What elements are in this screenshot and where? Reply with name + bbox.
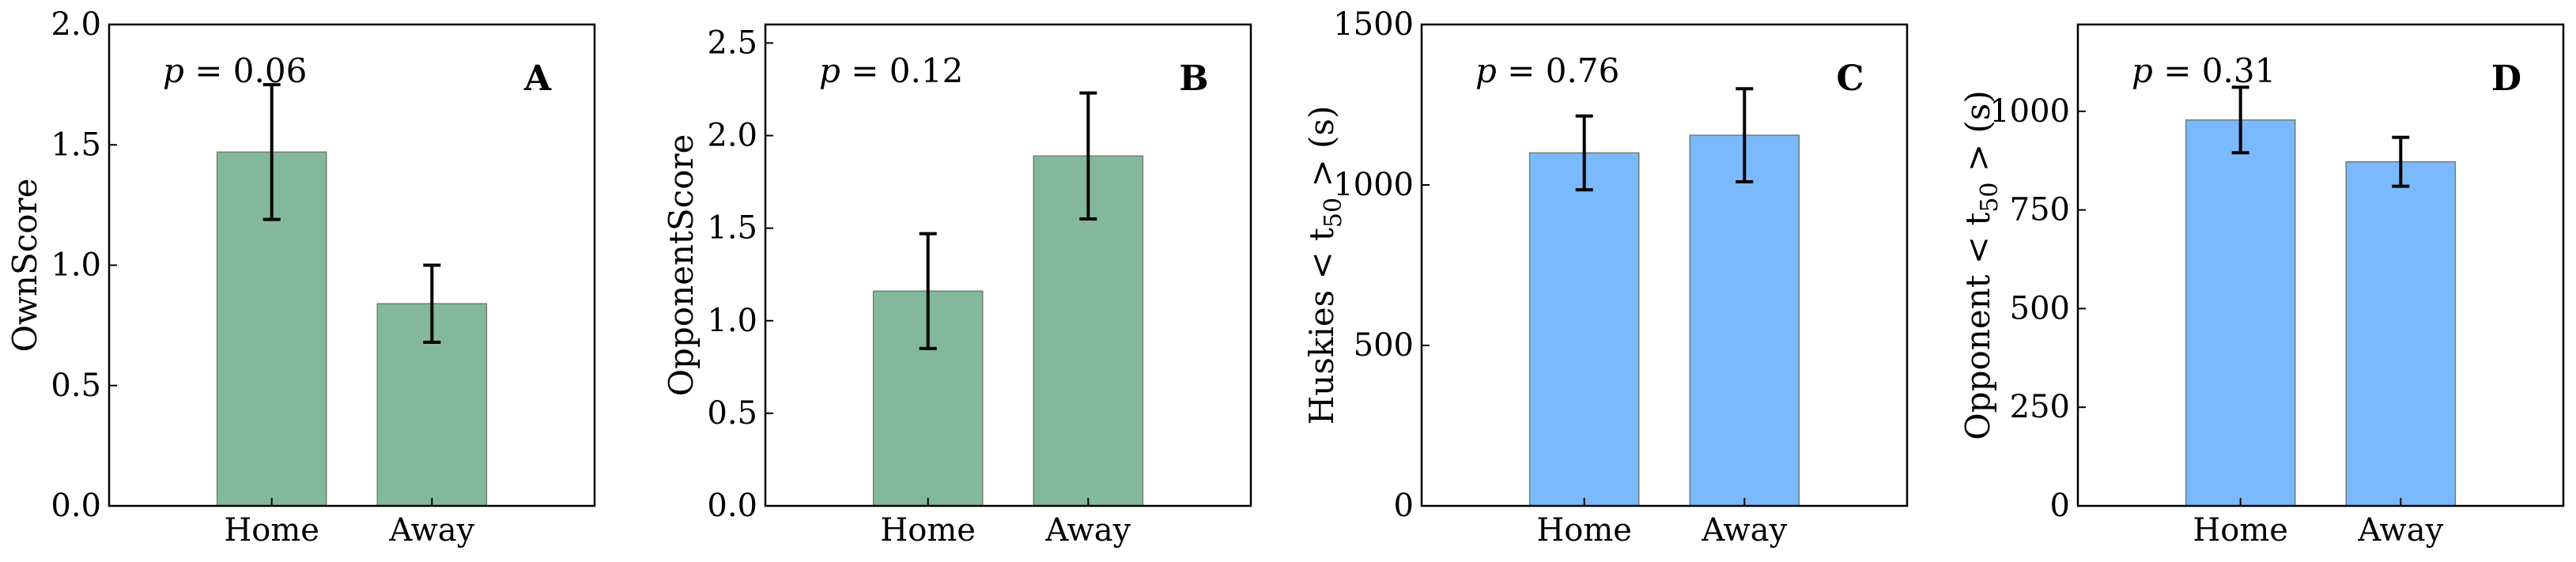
- panel-c: Home Away 0 500 1000 1500 Huskies < t50 > (s) p…: [1302, 6, 1909, 549]
- y-tick-label: 1000: [1989, 93, 2070, 130]
- x-tick-label: Home: [224, 512, 319, 549]
- y-tick-label: 0.5: [51, 368, 101, 404]
- x-tick-label: Home: [1536, 512, 1632, 549]
- y-tick-label: 0.0: [707, 488, 757, 524]
- p-value-label: p = 0.31: [2132, 51, 2276, 90]
- y-tick-label: 1500: [1333, 6, 1414, 43]
- bar-home: [2185, 119, 2296, 507]
- error-bar-home: [1575, 114, 1593, 192]
- y-tick-label: 1.0: [707, 303, 757, 339]
- x-tick-label: Away: [1701, 512, 1787, 549]
- panel-letter: B: [1179, 58, 1208, 99]
- panel-letter: C: [1836, 58, 1864, 99]
- y-tick-label: 0: [2050, 488, 2070, 524]
- axes-frame: [1420, 23, 1909, 507]
- y-tick-label: 250: [2010, 389, 2070, 425]
- p-value-label: p = 0.12: [819, 51, 963, 90]
- y-tick-label: 1.5: [51, 126, 101, 163]
- panel-b: Home Away 0.0 0.5 1.0 1.5 2.0 2.5 OpponentScore p…: [662, 23, 1252, 549]
- y-axis-label: OpponentScore: [662, 134, 701, 397]
- p-value-label: p = 0.06: [163, 51, 307, 90]
- axes-frame: [108, 23, 596, 507]
- x-tick-label: Away: [1044, 512, 1131, 549]
- bar-home: [1528, 152, 1640, 507]
- error-bar-away: [2392, 135, 2410, 188]
- panel-letter: A: [523, 58, 552, 99]
- error-bar-home: [2231, 85, 2249, 155]
- y-tick-label: 1.5: [707, 210, 757, 247]
- p-value-label: p = 0.76: [1475, 51, 1619, 90]
- x-tick-label: Home: [2193, 512, 2288, 549]
- x-tick-label: Away: [388, 512, 474, 549]
- y-axis-label: OwnScore: [6, 179, 44, 353]
- y-tick-label: 2.0: [707, 118, 757, 154]
- panel-letter: D: [2491, 58, 2521, 99]
- y-tick-label: 0.5: [707, 395, 757, 432]
- error-bar-away: [423, 263, 441, 344]
- y-axis-label: Opponent < t50 > (s): [1958, 90, 2004, 440]
- bar-away: [2345, 160, 2457, 507]
- y-tick-label: 1.0: [51, 247, 101, 284]
- panel-a: Home Away 0.0 0.5 1.0 1.5 2.0 OwnScore p = 0.06 A: [6, 6, 596, 549]
- y-tick-label: 2.0: [51, 6, 101, 43]
- error-bar-home: [263, 83, 281, 221]
- y-tick-label: 0: [1394, 488, 1414, 524]
- axes-frame: [764, 23, 1252, 507]
- x-tick-label: Home: [880, 512, 976, 549]
- y-tick-label: 0.0: [51, 488, 101, 524]
- y-tick-label: 500: [2010, 290, 2070, 326]
- x-tick-label: Away: [2357, 512, 2443, 549]
- error-bar-away: [1079, 91, 1097, 221]
- axes-frame: [2076, 23, 2565, 507]
- bar-away: [1689, 134, 1800, 507]
- y-axis-label: Huskies < t50 > (s): [1302, 106, 1347, 425]
- y-tick-label: 1000: [1333, 167, 1414, 203]
- error-bar-home: [919, 232, 937, 350]
- error-bar-away: [1736, 87, 1754, 183]
- y-tick-label: 500: [1354, 327, 1414, 364]
- y-tick-label: 2.5: [707, 25, 757, 61]
- y-tick-label: 750: [2010, 192, 2070, 228]
